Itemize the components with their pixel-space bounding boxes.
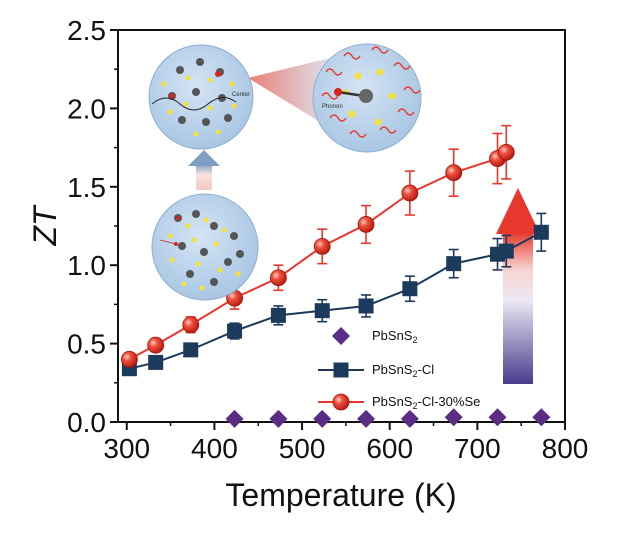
data-point xyxy=(488,408,507,427)
data-point xyxy=(314,303,330,319)
inset-phonon-label: Phonon xyxy=(322,104,343,110)
inset-pristine-structure xyxy=(151,193,259,301)
y-tick-label: 1.0 xyxy=(67,250,106,281)
y-tick-label: 0.0 xyxy=(67,407,106,438)
data-point xyxy=(402,281,418,297)
y-tick-label: 0.5 xyxy=(67,329,106,360)
y-tick-label: 2.0 xyxy=(67,93,106,124)
data-point xyxy=(147,336,165,354)
inset-arrow xyxy=(188,150,220,190)
data-point xyxy=(227,323,243,339)
data-point xyxy=(269,409,288,428)
x-tick-label: 500 xyxy=(279,433,326,464)
x-tick-label: 800 xyxy=(542,433,589,464)
legend-marker xyxy=(333,362,349,378)
legend-item: PbSnS2-Cl-30%Se xyxy=(318,393,480,411)
legend-label: PbSnS2 xyxy=(372,328,418,345)
legend-marker xyxy=(332,393,350,411)
legend-label: PbSnS2-Cl-30%Se xyxy=(372,394,480,411)
data-point xyxy=(400,409,419,428)
legend-label-suffix: -Cl xyxy=(418,362,435,377)
series-diamond xyxy=(225,408,551,428)
legend-item: PbSnS2 xyxy=(332,327,418,345)
inset-phonon-scattering: Phonon xyxy=(312,43,422,153)
inset-doped-structure: Center xyxy=(148,44,254,150)
data-point xyxy=(120,350,138,368)
data-point xyxy=(445,164,463,182)
data-point xyxy=(270,307,286,323)
data-point xyxy=(269,269,287,287)
legend-label-base: PbSnS xyxy=(372,394,413,409)
x-tick-label: 700 xyxy=(454,433,501,464)
y-tick-label: 1.5 xyxy=(67,172,106,203)
legend-label-subscript: 2 xyxy=(412,401,417,411)
legend-label-subscript: 2 xyxy=(412,369,417,379)
data-point xyxy=(148,354,164,370)
y-axis: 0.0 0.5 1.0 1.5 2.0 2.5 xyxy=(67,15,118,438)
y-axis-title: ZT xyxy=(27,204,63,247)
legend-marker xyxy=(332,327,350,345)
structure-insets: Center Phonon xyxy=(148,43,422,301)
x-tick-label: 400 xyxy=(191,433,238,464)
legend-label-base: PbSnS xyxy=(372,362,413,377)
x-tick-label: 600 xyxy=(366,433,413,464)
y-tick-label: 2.5 xyxy=(67,15,106,46)
data-point xyxy=(313,237,331,255)
data-point xyxy=(401,184,419,202)
data-point xyxy=(498,243,514,259)
data-point xyxy=(358,298,374,314)
improvement-arrow xyxy=(496,188,540,384)
data-point xyxy=(183,342,199,358)
series-square xyxy=(121,212,549,377)
zoom-cone xyxy=(248,58,330,128)
series-layer xyxy=(120,124,551,428)
data-point xyxy=(225,409,244,428)
data-point xyxy=(446,256,462,272)
data-point xyxy=(497,143,515,161)
x-axis-title: Temperature (K) xyxy=(225,477,456,513)
legend-label-base: PbSnS xyxy=(372,328,413,343)
data-point xyxy=(182,316,200,334)
x-axis: 300 400 500 600 700 800 xyxy=(103,422,588,464)
data-point xyxy=(313,409,332,428)
data-point xyxy=(444,408,463,427)
legend-item: PbSnS2-Cl xyxy=(318,362,434,379)
x-tick-label: 300 xyxy=(103,433,150,464)
legend-label-suffix: -Cl-30%Se xyxy=(418,394,481,409)
legend-label-subscript: 2 xyxy=(412,335,417,345)
data-point xyxy=(357,409,376,428)
data-point xyxy=(357,216,375,233)
data-point xyxy=(532,408,551,427)
series-circle xyxy=(120,124,515,368)
data-point xyxy=(533,224,549,240)
inset-center-label: Center xyxy=(232,92,250,98)
legend-label: PbSnS2-Cl xyxy=(372,362,434,379)
